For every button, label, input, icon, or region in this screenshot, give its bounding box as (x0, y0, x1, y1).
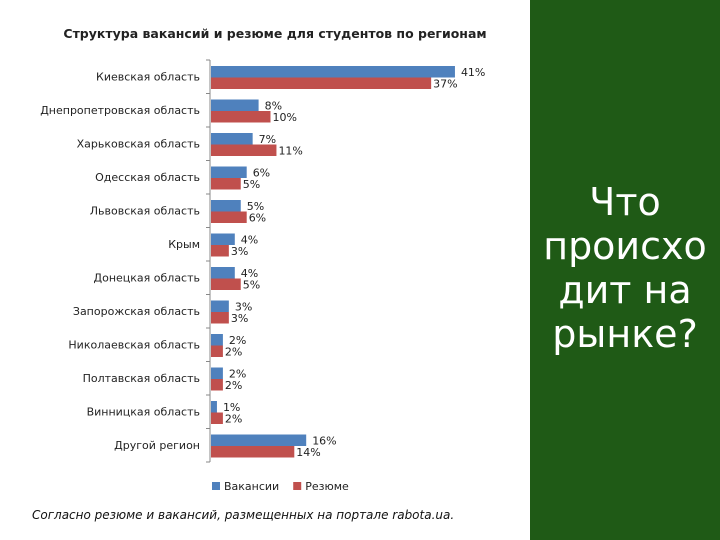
data-label: 2% (225, 413, 242, 426)
bar-resumes (211, 412, 223, 424)
category-label: Донецкая область (94, 272, 201, 285)
bar-resumes (211, 211, 247, 223)
bar-resumes (211, 178, 241, 190)
data-label: 7% (259, 133, 276, 146)
data-label: 6% (253, 167, 270, 180)
data-label: 10% (273, 111, 297, 124)
data-label: 3% (235, 301, 252, 314)
data-label: 5% (247, 200, 264, 213)
category-label: Днепропетровская область (40, 104, 200, 117)
data-label: 14% (296, 446, 320, 459)
bar-vacancies (211, 166, 247, 178)
bar-vacancies (211, 267, 235, 279)
plot-area: Киевская область 41% 37% Днепропетровская о… (40, 59, 485, 463)
source-footnote: Согласно резюме и вакансий, размещенных … (32, 508, 455, 522)
data-label: 2% (225, 346, 242, 359)
bar-vacancies (211, 367, 223, 379)
bar-vacancies (211, 434, 307, 446)
legend-swatch (293, 482, 302, 490)
data-label: 5% (243, 279, 260, 292)
side-panel-title: Что происхо дит на рынке? (530, 180, 720, 356)
bar-vacancies (211, 334, 223, 346)
side-title-line-2: происхо (543, 224, 707, 268)
chart-title: Структура вакансий и резюме для студенто… (63, 26, 486, 41)
bar-resumes (211, 312, 229, 324)
data-label: 11% (278, 145, 302, 158)
bar-vacancies (211, 66, 455, 78)
side-title-line-1: Что (589, 180, 661, 224)
chart-area: Структура вакансий и резюме для студенто… (32, 26, 487, 522)
data-label: 1% (223, 401, 240, 414)
data-label: 8% (265, 100, 282, 113)
data-label: 37% (433, 78, 457, 91)
bar-vacancies (211, 401, 217, 413)
legend: Вакансии Резюме (212, 480, 349, 493)
bar-chart: Структура вакансий и резюме для студенто… (40, 26, 486, 493)
category-label: Другой регион (114, 439, 200, 452)
legend-label: Вакансии (224, 480, 279, 493)
bar-resumes (211, 144, 277, 156)
category-label: Винницкая область (87, 406, 200, 419)
data-label: 2% (229, 368, 246, 381)
legend-label: Резюме (305, 480, 349, 493)
category-label: Киевская область (96, 71, 200, 84)
bar-vacancies (211, 133, 253, 145)
side-panel: Что происхо дит на рынке? (530, 0, 720, 540)
category-label: Полтавская область (83, 372, 200, 385)
data-label: 16% (312, 435, 336, 448)
legend-swatch (212, 482, 220, 490)
data-label: 3% (231, 312, 248, 325)
category-label: Львовская область (90, 205, 200, 218)
category-label: Николаевская область (68, 339, 200, 352)
bar-vacancies (211, 200, 241, 212)
bar-resumes (211, 278, 241, 290)
bar-vacancies (211, 300, 229, 312)
bar-resumes (211, 345, 223, 357)
category-label: Одесская область (95, 171, 200, 184)
bar-vacancies (211, 233, 235, 245)
data-label: 4% (241, 234, 258, 247)
bar-resumes (211, 245, 229, 257)
data-label: 2% (225, 379, 242, 392)
bar-vacancies (211, 99, 259, 111)
data-label: 4% (241, 267, 258, 280)
bar-resumes (211, 379, 223, 391)
bar-resumes (211, 446, 295, 458)
category-label: Харьковская область (77, 138, 200, 151)
side-title-line-4: рынке? (552, 312, 698, 356)
data-label: 3% (231, 245, 248, 258)
data-label: 5% (243, 178, 260, 191)
side-title-line-3: дит на (558, 268, 692, 312)
data-label: 6% (249, 212, 266, 225)
data-label: 2% (229, 334, 246, 347)
bar-resumes (211, 111, 271, 123)
category-label: Крым (168, 238, 200, 251)
bar-resumes (211, 77, 432, 89)
category-label: Запорожская область (73, 305, 200, 318)
data-label: 41% (461, 66, 485, 79)
